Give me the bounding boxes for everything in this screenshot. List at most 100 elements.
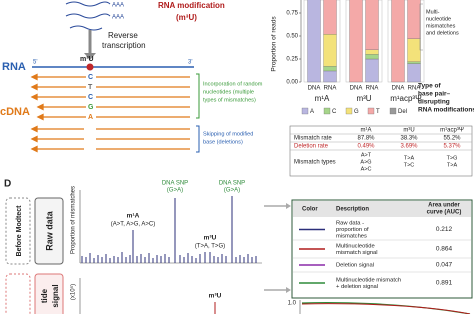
- signal-label: tide: [40, 288, 49, 303]
- bar-segment: [391, 0, 405, 83]
- bar-segment: [407, 61, 421, 64]
- annotation: (T>A, T>G): [195, 244, 225, 250]
- legend-swatch: [389, 107, 397, 115]
- annotation: (A>T, A>G, A>C): [111, 222, 156, 228]
- y-tick-label: 0.25: [286, 57, 298, 63]
- row-label: Deletion rate: [294, 144, 329, 150]
- annotation-bracket: [419, 3, 423, 51]
- annotation: (G>A): [167, 188, 183, 194]
- legend-swatch: [323, 107, 331, 115]
- auc-description: proportion of: [336, 227, 369, 233]
- cell: A>T: [361, 152, 372, 158]
- annotation: m¹A: [127, 213, 140, 220]
- cell: T>A: [404, 155, 415, 161]
- panel-d: D Before Modtect Raw data tide signal Pr…: [4, 179, 473, 314]
- base: C: [88, 74, 93, 81]
- bar-segment: [407, 63, 421, 83]
- legend-label: A: [310, 109, 314, 115]
- bar-segment: [407, 0, 421, 39]
- annotation: (G>A): [224, 188, 240, 194]
- legend-swatch: [345, 107, 353, 115]
- base: C: [88, 94, 93, 101]
- modification-name: (m³U): [176, 13, 197, 22]
- bracket: [196, 125, 200, 153]
- legend-swatch: [367, 107, 375, 115]
- group-label: m³U: [356, 94, 371, 103]
- table-header: m¹acp³Ψ: [440, 128, 464, 134]
- auc-header-text: Area under: [428, 203, 460, 209]
- cell: 3.69%: [400, 144, 418, 150]
- legend-title: disrupting: [418, 99, 450, 106]
- x-tick-label: RNA: [324, 86, 337, 92]
- row-label: Mismatch rate: [294, 136, 332, 142]
- cell: 5.37%: [443, 144, 461, 150]
- stage-box: [5, 197, 31, 265]
- legend-label: Del: [398, 109, 407, 115]
- base: T: [88, 84, 93, 91]
- arrow: [264, 205, 286, 291]
- cell: T>A: [447, 162, 458, 168]
- bar-segment: [365, 49, 379, 55]
- annotation: m³U: [209, 293, 222, 300]
- y-scale: (x10⁵): [70, 284, 77, 300]
- mod-table: m¹A m³U m¹acp³Ψ Mismatch rate 87.8% 38.3…: [289, 125, 473, 177]
- skipping-text: base (deletions): [203, 139, 243, 145]
- bracket: [196, 73, 200, 119]
- cdna-strands: [30, 73, 190, 153]
- panel-letter: D: [4, 179, 11, 190]
- group-label: m¹acp³Ψ: [390, 94, 422, 103]
- bar-segment: [323, 70, 337, 83]
- five-prime: 5': [33, 60, 37, 66]
- x-tick-label: RNA: [366, 86, 379, 92]
- auc-header-text: Color: [302, 207, 318, 213]
- group-frame: [303, 0, 341, 83]
- x-tick-label: RNA: [408, 86, 421, 92]
- raw-box: [34, 197, 64, 265]
- step-text: Reverse: [108, 31, 138, 40]
- x-tick-label: DNA: [392, 86, 405, 92]
- y-tick-label: 0.75: [286, 11, 298, 17]
- roc-curve: [301, 303, 471, 314]
- bar-segment: [365, 54, 379, 60]
- cdna-label: cDNA: [0, 106, 30, 118]
- incorporation-text: nucleotides (multiple: [203, 89, 254, 95]
- raw-signal: [81, 196, 257, 263]
- auc-description: mismatches: [336, 234, 367, 240]
- stage-label: Before Modtect: [16, 205, 23, 257]
- roc-tick: 1.0: [288, 301, 297, 307]
- auc-value: 0.047: [436, 262, 453, 269]
- mod-mark: m³U: [80, 56, 94, 63]
- annotation: m³U: [204, 235, 217, 242]
- mod-site: [86, 63, 94, 71]
- base: A: [88, 114, 93, 121]
- bar-segment: [323, 0, 337, 35]
- three-prime: 3': [188, 60, 192, 66]
- auc-value: 0.891: [436, 280, 453, 287]
- x-tick-label: DNA: [308, 86, 321, 92]
- base: G: [88, 104, 94, 111]
- arrow-head: [286, 203, 291, 293]
- bar-segment: [323, 66, 337, 72]
- auc-value: 0.212: [436, 226, 453, 233]
- cell: 87.8%: [357, 136, 375, 142]
- auc-header: [293, 201, 471, 217]
- auc-description: Deletion signal: [336, 263, 374, 269]
- y-tick-label: 0.50: [286, 34, 298, 40]
- step-text: transcription: [102, 41, 146, 50]
- rna-strands: [65, 1, 111, 31]
- table-header: m¹A: [361, 128, 372, 134]
- rna-label: RNA: [2, 61, 26, 73]
- annotation: DNA SNP: [219, 181, 245, 187]
- auc-description: Raw data -: [336, 221, 364, 227]
- group-label: m¹A: [315, 94, 330, 103]
- legend-title: RNA modifications: [418, 107, 474, 114]
- cell: 0.49%: [357, 144, 375, 150]
- auc-description: mismatch signal: [336, 250, 378, 256]
- cell: A>C: [361, 166, 372, 172]
- cell: T>C: [404, 162, 415, 168]
- auc-header-text: Description: [336, 207, 369, 213]
